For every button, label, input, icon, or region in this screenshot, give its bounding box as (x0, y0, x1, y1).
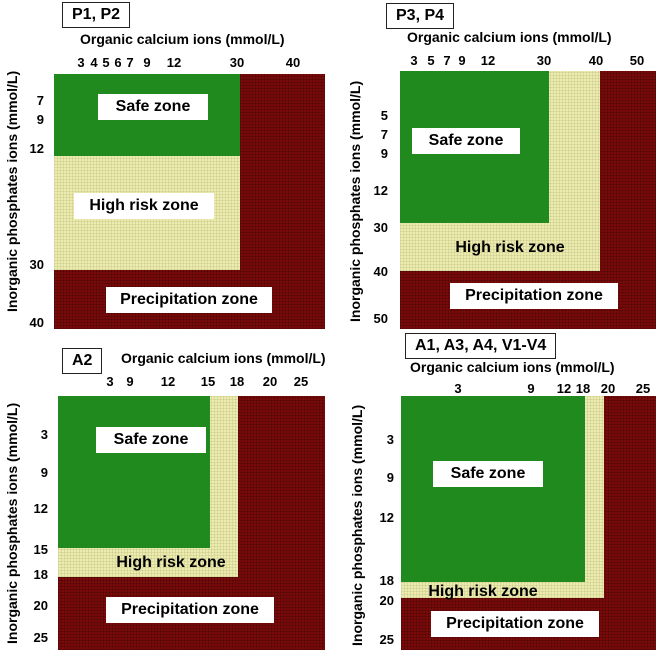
y-tick: 7 (380, 127, 388, 142)
panel-tag: A1, A3, A4, V1-V4 (405, 333, 557, 359)
x-tick: 5 (427, 53, 435, 68)
high-risk-zone-label: High risk zone (116, 554, 226, 571)
high-risk-zone-label: High risk zone (74, 193, 214, 219)
y-tick: 3 (40, 427, 48, 442)
x-tick: 9 (458, 53, 466, 68)
y-tick: 50 (373, 311, 388, 326)
y-tick: 40 (373, 264, 388, 279)
x-tick: 3 (410, 53, 418, 68)
x-axis-title: Organic calcium ions (mmol/L) (80, 31, 285, 47)
safe-zone (58, 396, 210, 548)
y-tick: 5 (380, 108, 388, 123)
x-tick: 9 (126, 374, 134, 389)
panel-tag: P1, P2 (62, 2, 131, 28)
x-tick: 7 (126, 55, 134, 70)
x-tick: 15 (200, 374, 216, 389)
y-tick: 20 (379, 593, 394, 608)
x-tick: 5 (102, 55, 110, 70)
safe-zone-label: Safe zone (96, 427, 206, 453)
y-tick: 30 (373, 220, 388, 235)
precipitation-zone-label: Precipitation zone (106, 597, 274, 623)
y-axis-title: Inorganic phosphates ions (mmol/L) (4, 70, 20, 312)
y-tick: 12 (373, 183, 388, 198)
x-tick: 20 (600, 381, 616, 396)
x-tick: 25 (293, 374, 309, 389)
x-tick: 12 (160, 374, 176, 389)
y-tick: 9 (380, 146, 388, 161)
precipitation-zone-label: Precipitation zone (431, 611, 599, 637)
y-tick: 12 (33, 501, 48, 516)
x-axis-title: Organic calcium ions (mmol/L) (407, 29, 612, 45)
x-tick: 3 (77, 55, 85, 70)
x-tick: 3 (454, 381, 462, 396)
x-axis-title: Organic calcium ions (mmol/L) (410, 359, 615, 375)
y-tick: 12 (379, 510, 394, 525)
y-tick: 9 (40, 465, 48, 480)
precipitation-zone-label: Precipitation zone (450, 283, 618, 309)
high-risk-zone-label: High risk zone (455, 239, 565, 256)
y-tick: 25 (33, 630, 48, 645)
x-tick: 9 (527, 381, 535, 396)
safe-zone-label: Safe zone (433, 461, 543, 487)
y-tick: 30 (29, 257, 44, 272)
y-tick: 7 (36, 93, 44, 108)
x-tick: 12 (166, 55, 182, 70)
x-tick: 9 (143, 55, 151, 70)
x-tick: 18 (575, 381, 591, 396)
y-tick: 12 (29, 141, 44, 156)
x-tick: 50 (629, 53, 645, 68)
y-tick: 40 (29, 315, 44, 330)
x-tick: 4 (90, 55, 98, 70)
x-tick: 12 (556, 381, 572, 396)
y-tick: 18 (33, 567, 48, 582)
x-tick: 40 (588, 53, 604, 68)
x-tick: 18 (229, 374, 245, 389)
y-tick: 9 (36, 112, 44, 127)
panel-tag: P3, P4 (386, 3, 455, 29)
safe-zone-label: Safe zone (412, 128, 520, 154)
y-tick: 3 (386, 432, 394, 447)
high-risk-zone-label: High risk zone (428, 583, 538, 600)
safe-zone-label: Safe zone (98, 94, 208, 120)
x-tick: 25 (635, 381, 651, 396)
y-tick: 15 (33, 542, 48, 557)
x-tick: 7 (443, 53, 451, 68)
x-axis-title: Organic calcium ions (mmol/L) (121, 350, 326, 366)
y-axis-title: Inorganic phosphates ions (mmol/L) (349, 404, 365, 646)
precipitation-zone-label: Precipitation zone (106, 287, 272, 313)
x-tick: 6 (114, 55, 122, 70)
x-tick: 3 (106, 374, 114, 389)
x-tick: 12 (480, 53, 496, 68)
y-tick: 25 (379, 632, 394, 647)
x-tick: 40 (285, 55, 301, 70)
y-axis-title: Inorganic phosphates ions (mmol/L) (4, 402, 20, 644)
x-tick: 20 (262, 374, 278, 389)
y-tick: 9 (386, 470, 394, 485)
x-tick: 30 (229, 55, 245, 70)
y-tick: 20 (33, 598, 48, 613)
panel-tag: A2 (62, 348, 103, 374)
safe-zone (401, 396, 585, 582)
y-tick: 18 (379, 573, 394, 588)
x-tick: 30 (536, 53, 552, 68)
y-axis-title: Inorganic phosphates ions (mmol/L) (347, 80, 363, 322)
